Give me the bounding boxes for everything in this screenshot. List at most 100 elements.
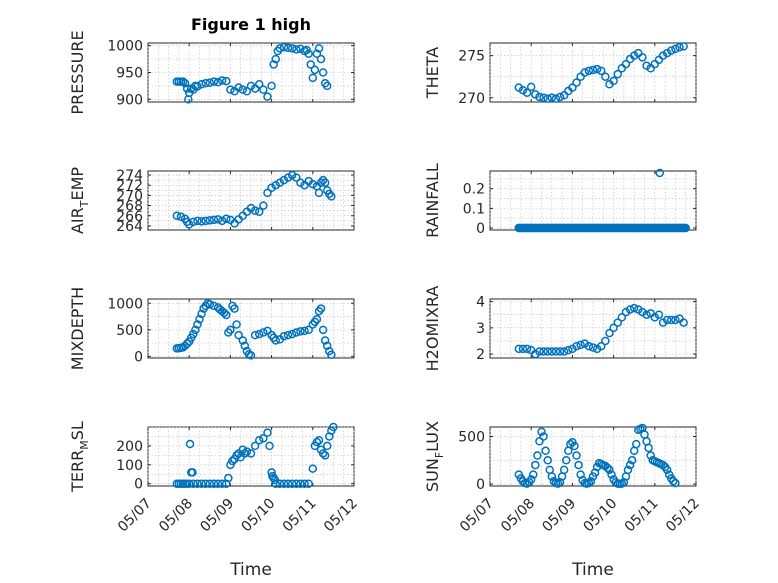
data-point <box>559 465 569 475</box>
data-point <box>205 300 215 309</box>
y-tick-label: 1000 <box>107 39 143 55</box>
y-axis-label-main: SUN <box>423 458 442 492</box>
data-point <box>197 309 206 319</box>
data-point <box>514 344 524 354</box>
y-tick-label: 950 <box>116 66 143 82</box>
y-axis-label: RAINFALL <box>423 163 442 238</box>
data-point <box>572 451 581 460</box>
data-point <box>312 314 322 324</box>
data-point <box>176 212 186 222</box>
data-point <box>189 217 198 227</box>
data-point <box>304 49 313 58</box>
data-point <box>234 83 243 92</box>
data-point <box>254 80 264 89</box>
y-axis-label: H2OMIXRA <box>423 286 442 372</box>
data-point <box>254 435 264 445</box>
y-tick-label: 0 <box>134 477 143 493</box>
x-tick-label: 05/09 <box>197 496 237 536</box>
data-point <box>201 216 210 226</box>
data-point <box>320 336 330 345</box>
data-point <box>232 320 241 329</box>
data-point <box>522 344 532 354</box>
data-point <box>580 68 590 77</box>
data-point <box>566 439 575 449</box>
data-point <box>322 441 332 451</box>
data-point <box>283 43 293 53</box>
y-axis-label: AIRTEMP <box>68 167 91 234</box>
x-tick-label: 05/12 <box>321 496 361 536</box>
data-point <box>259 85 268 94</box>
data-point <box>644 443 653 453</box>
data-point <box>246 449 256 458</box>
data-point <box>551 94 561 103</box>
data-point <box>201 78 210 88</box>
data-point <box>671 478 680 488</box>
data-point <box>197 217 206 226</box>
data-point <box>205 479 215 488</box>
data-point <box>205 216 215 225</box>
data-point <box>172 211 182 221</box>
y-tick-label: 268 <box>116 199 143 215</box>
data-point <box>242 87 252 96</box>
data-point <box>576 340 585 350</box>
data-point <box>292 45 301 54</box>
data-point <box>667 315 676 325</box>
x-tick-label: 05/11 <box>622 496 662 536</box>
y-axis-label: MIXDEPTH <box>68 287 87 370</box>
data-point <box>603 463 612 473</box>
data-point <box>526 82 536 92</box>
data-point <box>543 456 552 465</box>
data-point <box>623 465 633 475</box>
data-point <box>327 192 336 201</box>
data-point <box>267 81 276 91</box>
data-point <box>533 451 542 460</box>
data-point <box>296 327 305 336</box>
data-point <box>222 310 231 320</box>
data-point <box>182 339 192 348</box>
data-point <box>543 347 552 356</box>
subplot-rainfall: 0 0.1 0.2 RAINFALL <box>423 163 697 238</box>
y-tick-label: 500 <box>458 430 485 446</box>
data-point <box>535 437 544 446</box>
data-point <box>586 476 596 486</box>
data-point <box>193 479 202 488</box>
data-point <box>263 188 272 198</box>
data-point <box>308 73 318 83</box>
data-point <box>263 428 272 437</box>
data-point <box>222 76 231 86</box>
data-point <box>240 449 250 458</box>
data-point <box>535 347 544 356</box>
data-point <box>561 456 571 465</box>
data-point <box>522 88 532 97</box>
y-tick-label: 500 <box>116 323 143 339</box>
data-point <box>184 479 194 488</box>
data-point <box>312 437 322 447</box>
data-point <box>217 479 227 488</box>
data-point <box>271 336 280 345</box>
data-point <box>296 479 305 488</box>
data-point <box>209 479 219 488</box>
y-tick-label: 200 <box>116 439 143 455</box>
data-point <box>632 439 641 449</box>
data-point <box>584 478 594 488</box>
data-point <box>238 85 248 94</box>
y-axis-label-main: AIR <box>68 207 87 234</box>
data-point <box>283 330 293 340</box>
data-point <box>287 329 297 339</box>
data-point <box>613 318 622 327</box>
data-point <box>279 43 289 52</box>
data-point <box>222 214 231 224</box>
data-point <box>304 479 313 488</box>
data-point <box>232 451 241 460</box>
data-point <box>209 301 219 311</box>
data-point <box>209 77 219 86</box>
x-tick-label: 05/08 <box>498 496 538 536</box>
y-tick-label: 275 <box>458 49 485 65</box>
data-point <box>275 44 285 53</box>
data-point <box>189 329 198 339</box>
data-point <box>259 201 268 210</box>
data-point <box>601 72 610 81</box>
subplot-pressure: 900 950 1000 PRESSURE <box>68 30 355 115</box>
data-point <box>189 479 198 488</box>
